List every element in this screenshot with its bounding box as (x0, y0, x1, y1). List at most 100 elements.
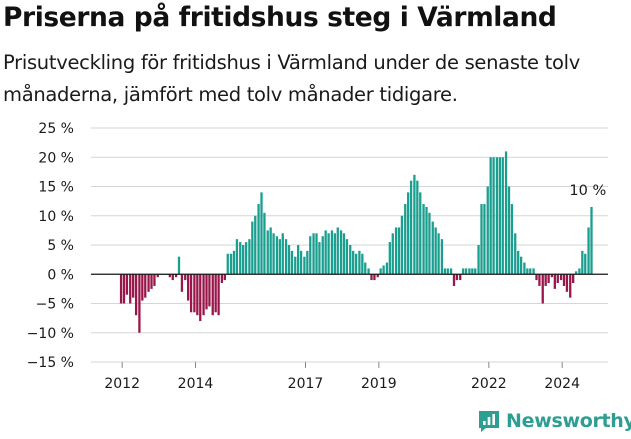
bar (550, 274, 554, 278)
y-axis-labels: 25 % 20 % 15 % 10 % 5 % 0 % −5 % −10 % −15 % (27, 121, 74, 371)
chart-title: Priserna på fritidshus steg i Värmland (3, 2, 557, 33)
bar (134, 274, 138, 316)
bar (492, 157, 495, 275)
bar (315, 233, 318, 275)
bar (544, 274, 547, 286)
y-tick-label: −10 % (27, 326, 74, 342)
bar (205, 274, 208, 310)
bar (226, 253, 229, 275)
x-tick-label: 2019 (361, 376, 397, 392)
bar (349, 245, 352, 275)
bar (446, 268, 449, 275)
bar (382, 265, 385, 275)
bar (202, 274, 205, 316)
bar (180, 274, 184, 292)
bar (147, 274, 150, 292)
bar (287, 245, 291, 275)
bar (572, 274, 575, 284)
newsworthy-logo: Newsworthy (477, 406, 631, 436)
x-tick-label: 2022 (471, 376, 507, 392)
bar (574, 271, 578, 275)
bar-chart: 25 % 20 % 15 % 10 % 5 % 0 % −5 % −10 % −15 % 201… (27, 121, 608, 392)
x-tick-label: 2024 (544, 376, 580, 392)
bar (397, 227, 401, 275)
bar (263, 212, 266, 275)
bar (367, 268, 370, 275)
bar (156, 274, 159, 278)
bar (507, 186, 511, 275)
bar (339, 230, 343, 275)
bar (419, 192, 422, 275)
bar (565, 274, 569, 292)
bar (132, 274, 135, 298)
bar (330, 230, 334, 275)
chart-bars (119, 151, 593, 333)
bar (510, 204, 514, 275)
bar (352, 250, 355, 275)
bar (569, 274, 572, 298)
bar (459, 274, 462, 281)
bar (251, 221, 254, 275)
bar (260, 192, 263, 275)
bar (303, 256, 306, 275)
y-tick-label: 25 % (38, 121, 74, 137)
bar (299, 250, 303, 275)
y-tick-label: 10 % (38, 209, 74, 225)
bar (529, 268, 532, 275)
bar (294, 256, 297, 275)
x-tick-label: 2017 (288, 376, 324, 392)
bar (455, 274, 459, 281)
bar (174, 274, 178, 278)
bar (504, 151, 508, 275)
bar (584, 253, 587, 275)
bar (214, 274, 217, 313)
bar-chart-speech-bubble-icon (479, 411, 499, 432)
bar (523, 262, 526, 275)
brand-name: Newsworthy (506, 410, 631, 432)
bar (370, 274, 373, 281)
bar (480, 204, 483, 275)
bar (248, 239, 251, 275)
bar (364, 262, 367, 275)
bar (321, 236, 324, 275)
y-tick-label: 0 % (47, 267, 74, 283)
bar (394, 227, 398, 275)
bar (150, 274, 153, 289)
bar (535, 274, 538, 281)
bar (413, 174, 416, 275)
bar (407, 192, 410, 275)
y-tick-label: 20 % (38, 150, 74, 166)
bar (318, 242, 321, 275)
bar (474, 268, 477, 275)
bar (358, 250, 361, 275)
x-axis: 2012 2014 2017 2019 2022 2024 (91, 273, 608, 392)
bar (168, 274, 171, 278)
bar (449, 268, 453, 275)
bar (452, 274, 456, 286)
bar (336, 227, 339, 275)
bar (306, 250, 309, 275)
bar (385, 262, 389, 275)
bar (373, 274, 376, 281)
bar (187, 274, 190, 301)
bar (229, 253, 233, 275)
bar (232, 250, 236, 275)
bar (354, 253, 358, 275)
bar (141, 274, 144, 301)
bar (312, 233, 315, 275)
bar (177, 256, 181, 275)
bar (184, 274, 187, 281)
bar (526, 268, 529, 275)
bar (217, 274, 220, 316)
bar (578, 268, 581, 275)
bar (590, 206, 593, 275)
bar (290, 250, 294, 275)
gridlines (91, 127, 608, 363)
bar (266, 230, 269, 275)
bar (278, 239, 281, 275)
bar (220, 274, 224, 284)
bar (587, 227, 590, 275)
bar (517, 250, 520, 275)
bar (138, 274, 141, 333)
bar (443, 268, 446, 275)
